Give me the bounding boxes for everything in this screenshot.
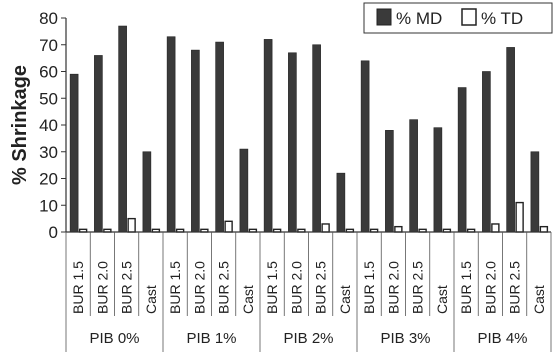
bar-md <box>457 87 467 233</box>
bar-td <box>394 225 403 233</box>
x-category-label: BUR 1.5 <box>361 261 377 314</box>
x-category-label: BUR 2.0 <box>482 261 498 314</box>
y-tick-label: 0 <box>49 223 58 242</box>
bar-md <box>263 39 273 233</box>
y-tick-label: 70 <box>39 36 58 55</box>
x-category-label: BUR 2.5 <box>313 261 329 314</box>
bar-td <box>321 223 330 233</box>
x-group-label: PIB 4% <box>477 330 527 347</box>
legend: % MD % TD <box>363 2 553 34</box>
y-tick-label: 50 <box>39 89 58 108</box>
bar-md <box>166 36 176 233</box>
x-category-label: BUR 2.5 <box>119 261 135 314</box>
bar-td <box>127 217 136 233</box>
bar-td <box>539 225 549 233</box>
x-category-label: Cast <box>143 285 159 314</box>
bar-md <box>142 151 152 233</box>
legend-frame <box>363 2 553 34</box>
bar-md <box>336 172 346 233</box>
legend-label-td: % TD <box>481 9 523 28</box>
bar-td <box>491 223 500 233</box>
y-tick-label: 20 <box>39 170 58 189</box>
bar-md <box>385 130 394 233</box>
bar-md <box>239 148 249 233</box>
legend-swatch-md <box>376 8 392 26</box>
y-tick-label: 80 <box>39 9 58 28</box>
bar-md <box>288 52 297 233</box>
bar-md <box>482 71 491 233</box>
x-category-label: BUR 1.5 <box>70 261 86 314</box>
legend-swatch-td <box>461 8 477 26</box>
x-category-label: BUR 2.0 <box>94 261 110 314</box>
legend-label-md: % MD <box>396 9 442 28</box>
x-category-label: BUR 1.5 <box>458 261 474 314</box>
x-category-label: BUR 2.0 <box>191 261 207 314</box>
x-category-label: BUR 2.0 <box>288 261 304 314</box>
y-axis-label: % Shrinkage <box>9 65 31 185</box>
bar-md <box>312 44 321 233</box>
bar-md <box>360 60 370 233</box>
x-category-label: Cast <box>434 285 450 314</box>
x-category-label: Cast <box>531 285 547 314</box>
bar-md <box>409 119 418 233</box>
bar-md <box>433 127 443 233</box>
x-category-label: BUR 2.5 <box>410 261 426 314</box>
bar-md <box>506 47 515 233</box>
bar-md <box>530 151 540 233</box>
bar-md <box>94 55 103 233</box>
bar-md <box>69 73 79 233</box>
y-tick-label: 60 <box>39 63 58 82</box>
x-category-label: Cast <box>240 285 256 314</box>
x-category-label: Cast <box>337 285 353 314</box>
x-category-label: BUR 2.5 <box>216 261 232 314</box>
y-tick-label: 30 <box>39 143 58 162</box>
bar-md <box>215 41 224 233</box>
x-category-label: BUR 2.5 <box>507 261 523 314</box>
x-group-label: PIB 3% <box>380 330 430 347</box>
x-category-label: BUR 1.5 <box>264 261 280 314</box>
x-group-label: PIB 2% <box>283 330 333 347</box>
bar-md <box>118 25 127 233</box>
bar-md <box>191 49 200 233</box>
y-tick-label: 40 <box>39 116 58 135</box>
bar-td <box>515 201 524 233</box>
x-group-label: PIB 1% <box>186 330 236 347</box>
y-tick-label: 10 <box>39 196 58 215</box>
x-category-label: BUR 2.0 <box>385 261 401 314</box>
x-group-label: PIB 0% <box>89 330 139 347</box>
bar-td <box>224 220 233 233</box>
x-category-label: BUR 1.5 <box>167 261 183 314</box>
